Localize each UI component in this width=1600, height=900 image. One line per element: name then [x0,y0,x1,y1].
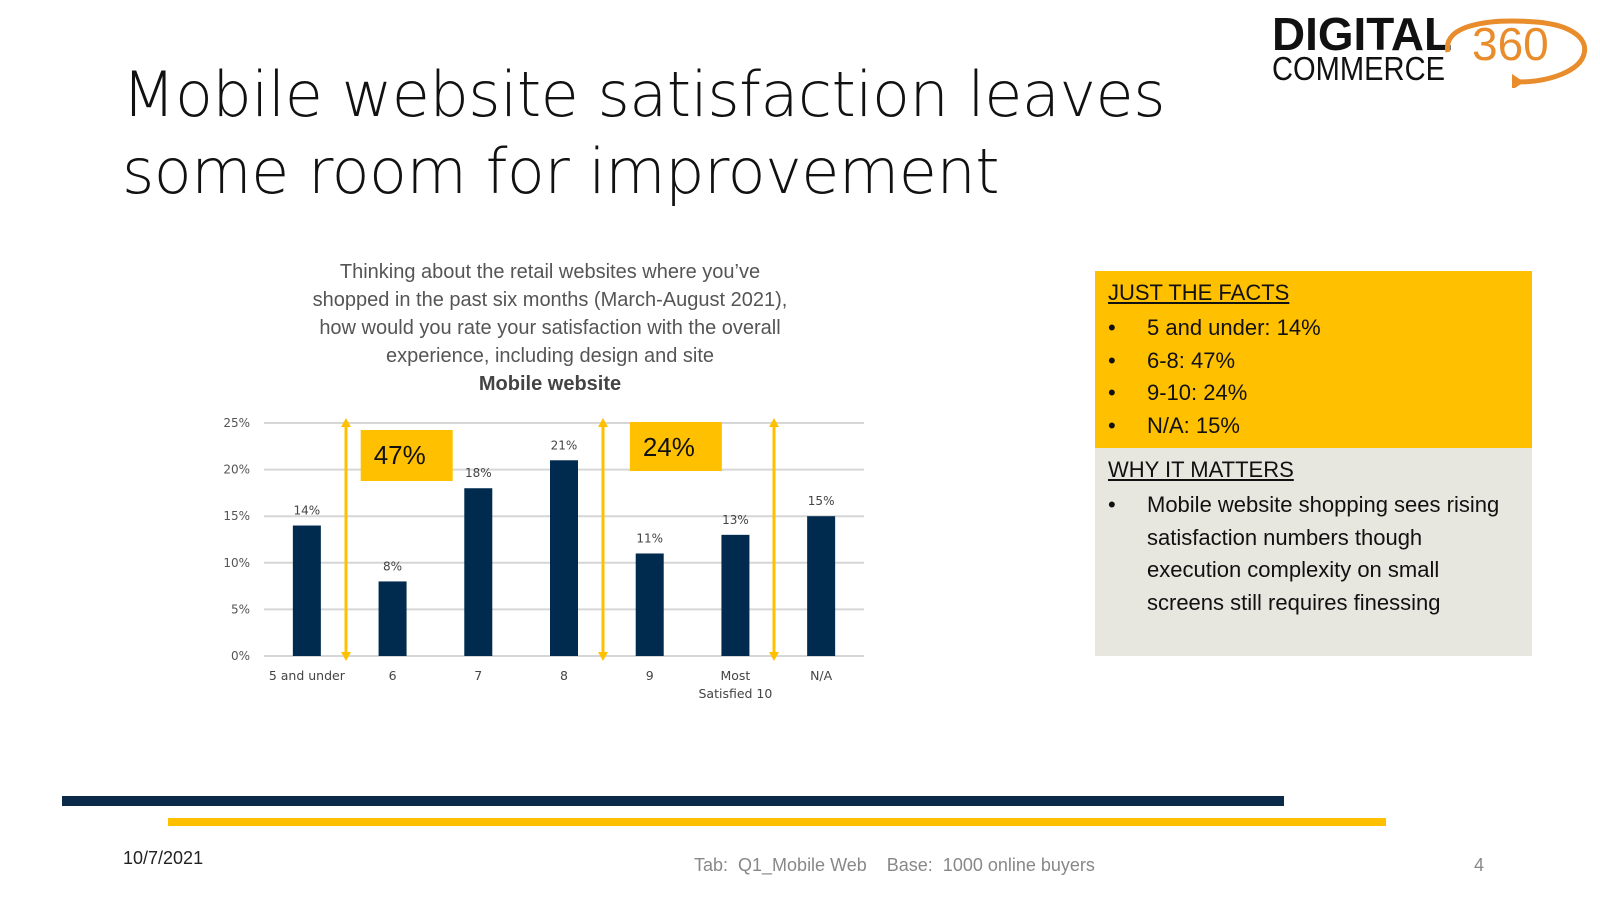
slide-title: Mobile website satisfaction leaves some … [122,56,1182,210]
x-tick-label: 9 [646,668,654,683]
arrow-head-icon [598,418,608,427]
just-the-facts-box: JUST THE FACTS 5 and under: 14% 6-8: 47%… [1095,271,1532,448]
bar [292,525,321,656]
question-line-4: experience, including design and site [386,345,714,367]
page-number: 4 [1474,855,1485,875]
slide-title-line-1: Mobile website satisfaction leaves [122,58,1166,131]
question-line-1: Thinking about the retail websites where… [339,261,761,283]
digital-commerce-360-logo: DIGITAL COMMERCE 360 [1272,8,1588,88]
footer-gold-bar [168,818,1386,826]
matters-heading: WHY IT MATTERS [1108,457,1294,482]
facts-item: 5 and under: 14% [1108,312,1321,345]
question-line-3: how would you rate your satisfaction wit… [319,317,781,339]
bar [635,553,664,656]
bar-value-label: 13% [722,513,749,527]
bar-value-label: 14% [294,504,321,518]
bar-value-label: 8% [383,559,402,573]
y-tick-label: 20% [223,463,250,477]
question-line-2: shopped in the past six months (March-Au… [312,289,788,311]
logo-number-360: 360 [1472,18,1549,70]
callout-box [629,422,722,471]
bar-value-label: 18% [465,466,492,480]
x-tick-label: 7 [474,668,482,683]
bar-value-label: 15% [808,494,835,508]
y-tick-label: 5% [231,602,250,616]
slide-title-line-2: some room for improvement [122,135,1000,208]
logo-swoosh-icon [1445,18,1588,85]
x-tick-label: Most [720,668,750,683]
facts-list: 5 and under: 14% 6-8: 47% 9-10: 24% N/A:… [1108,312,1321,442]
logo-word-commerce: COMMERCE [1272,50,1445,87]
x-tick-label: N/A [810,668,833,683]
slide-date: 10/7/2021 [123,848,204,868]
x-tick-label: Satisfied 10 [698,686,772,701]
matters-list: Mobile website shopping sees rising sati… [1108,489,1508,619]
arrow-head-icon [341,418,351,427]
footer-tab: Tab: Q1_Mobile Web [694,855,867,875]
x-tick-label: 6 [389,668,397,683]
arrow-head-icon [769,652,779,661]
callout-label: 47% [374,440,426,470]
bar-value-label: 21% [551,438,578,452]
bar-value-label: 11% [636,531,663,545]
bar [721,534,750,656]
facts-item: N/A: 15% [1108,410,1321,443]
bar [464,488,493,656]
bar [550,460,578,656]
why-it-matters-box: WHY IT MATTERS Mobile website shopping s… [1095,448,1532,656]
y-tick-label: 0% [231,649,250,663]
footer-base: Base: 1000 online buyers [886,855,1095,875]
arrow-head-icon [598,652,608,661]
chart-question: Thinking about the retail websites where… [260,258,840,398]
callout-label: 24% [643,432,695,462]
y-tick-label: 15% [223,509,250,523]
chart-subtitle: Mobile website [478,373,622,395]
facts-item: 9-10: 24% [1108,377,1321,410]
arrow-head-icon [769,418,779,427]
x-tick-label: 8 [560,668,568,683]
facts-heading: JUST THE FACTS [1108,280,1290,305]
bar [807,516,836,656]
footer-source: Tab: Q1_Mobile Web Base: 1000 online buy… [694,855,1095,876]
logo-arrow-icon [1512,74,1524,88]
facts-item: 6-8: 47% [1108,345,1321,378]
y-tick-label: 25% [223,416,250,430]
footer-navy-bar [62,796,1284,806]
logo-word-digital: DIGITAL [1272,8,1452,60]
x-tick-label: 5 and under [269,668,346,683]
matters-item: Mobile website shopping sees rising sati… [1108,489,1508,619]
callout-box [360,430,453,481]
arrow-head-icon [341,652,351,661]
y-tick-label: 10% [223,556,250,570]
bar [378,581,407,656]
